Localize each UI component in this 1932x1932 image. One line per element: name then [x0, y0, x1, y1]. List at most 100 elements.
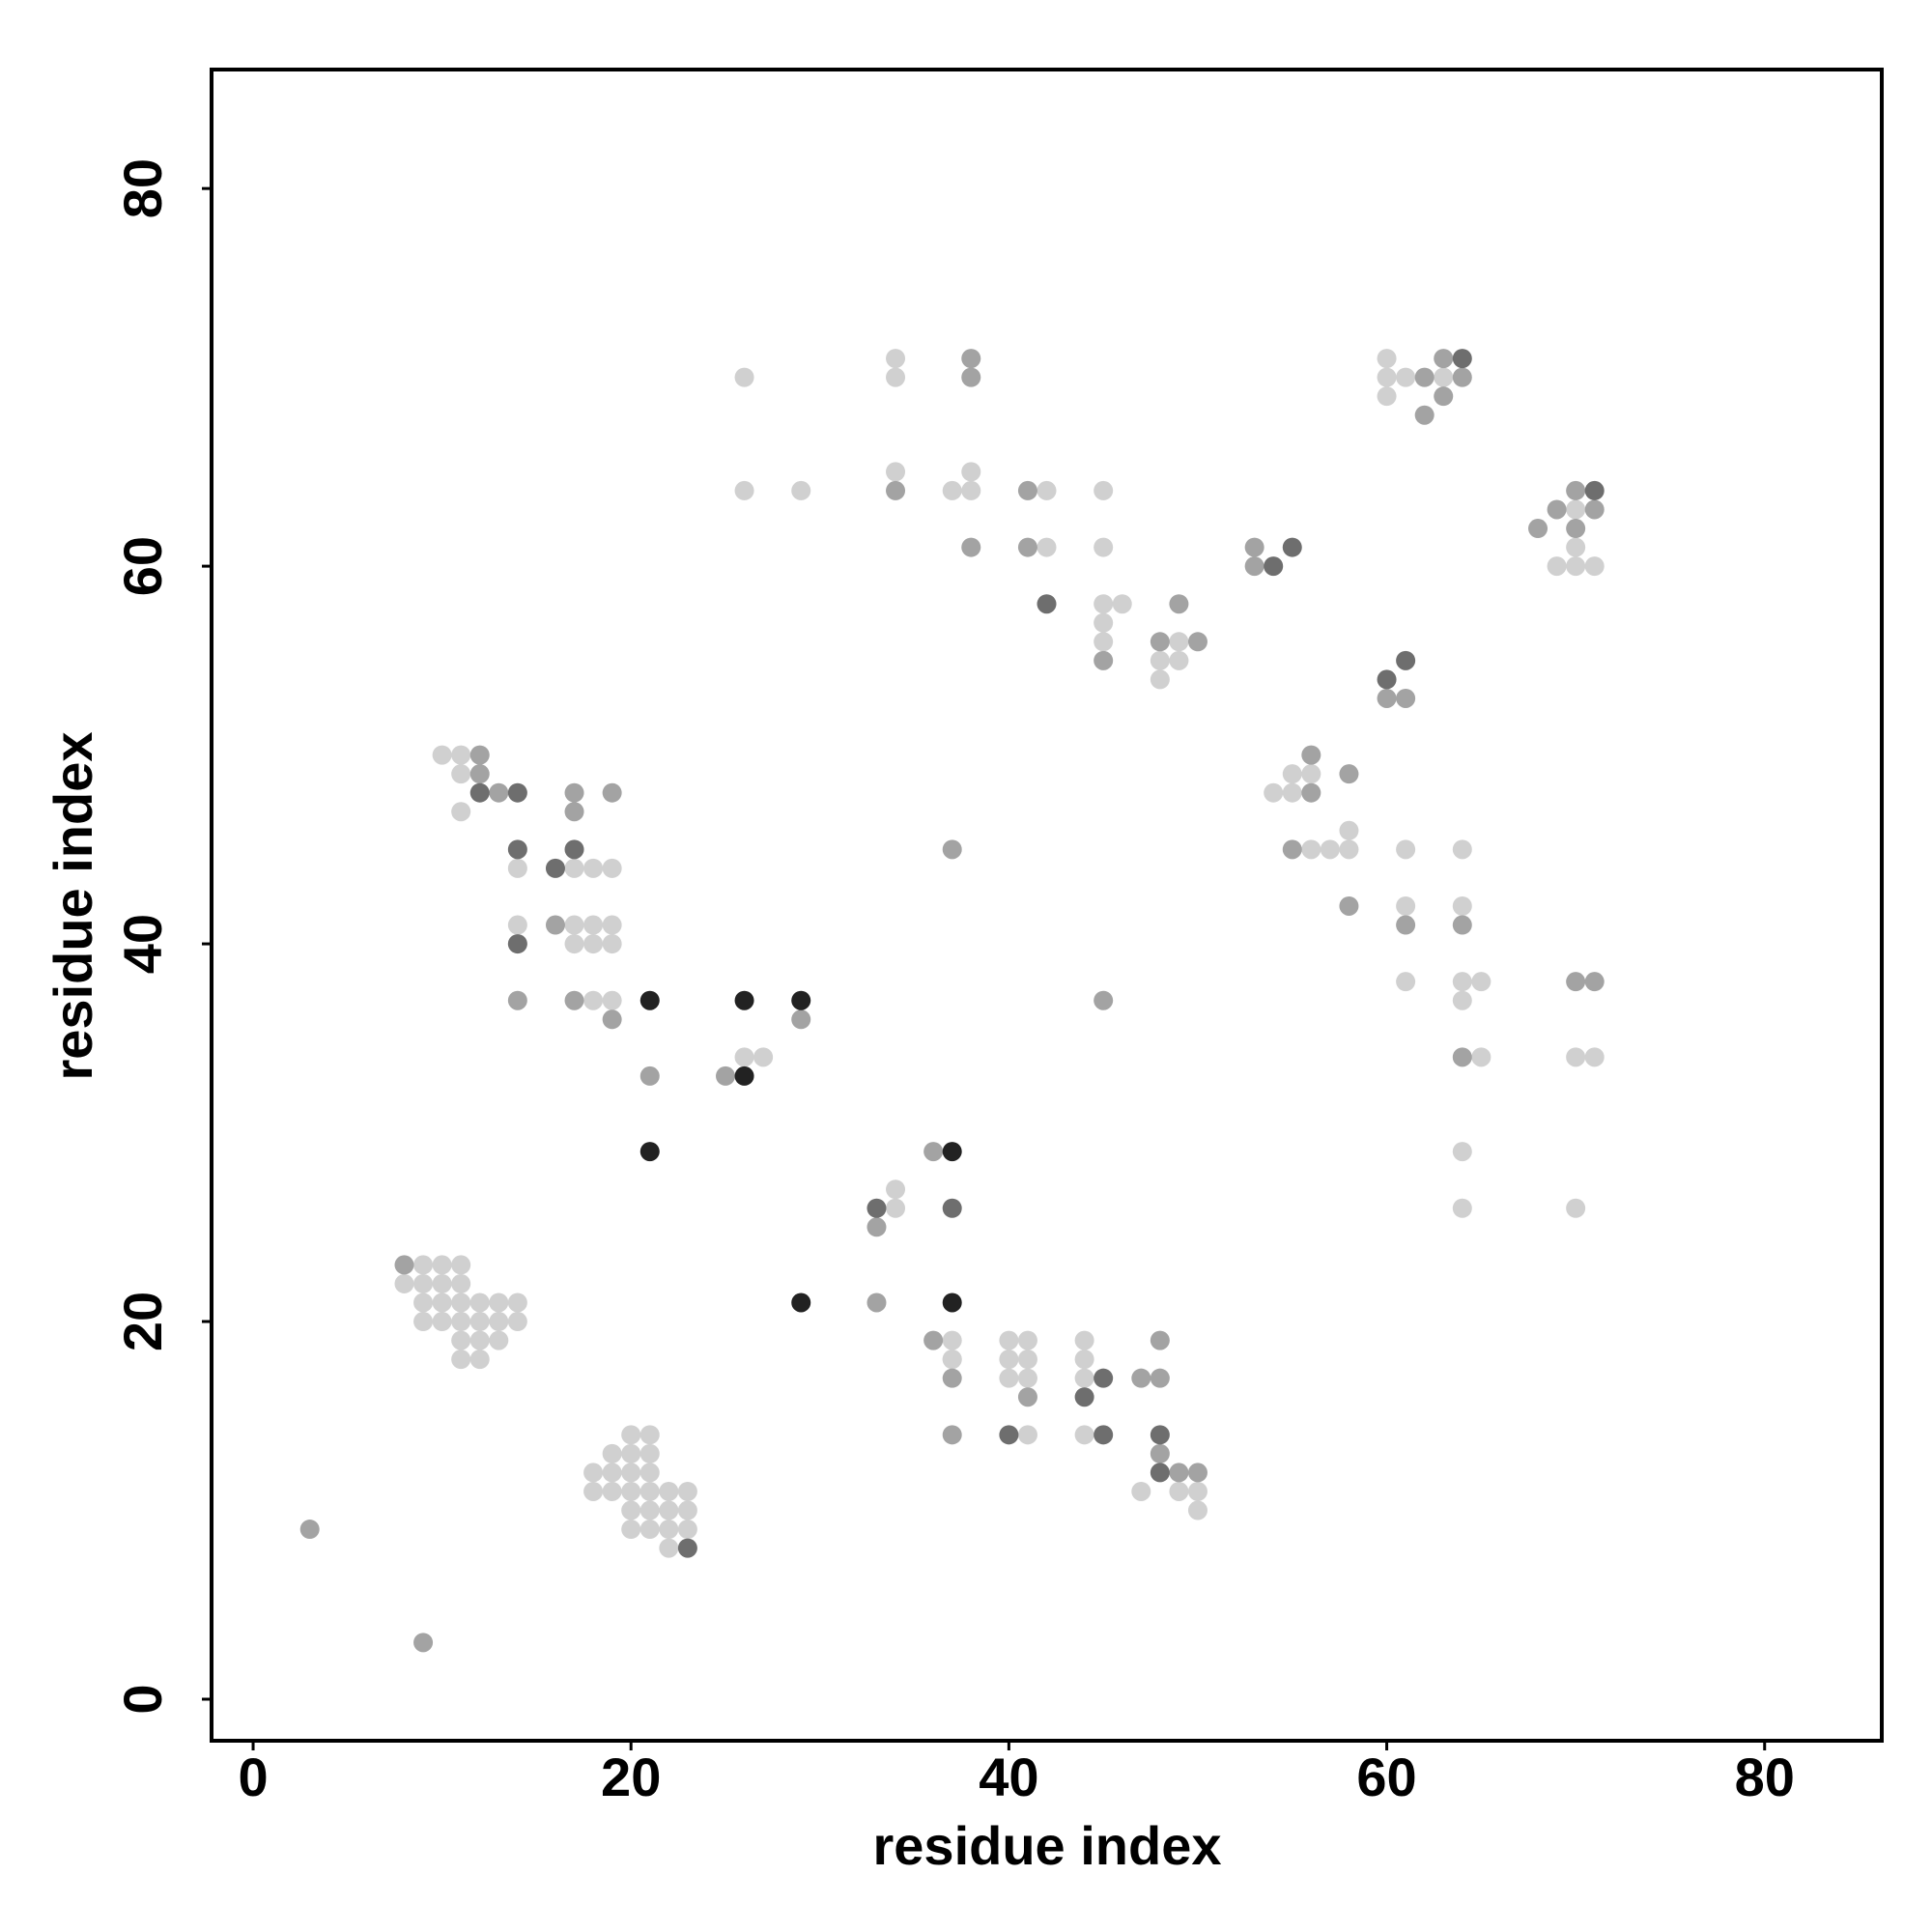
- point: [1414, 367, 1435, 387]
- point: [677, 1500, 697, 1520]
- point: [791, 1293, 811, 1313]
- point: [1377, 688, 1397, 708]
- point: [1169, 1463, 1189, 1483]
- point: [923, 1330, 944, 1350]
- point: [1547, 499, 1567, 520]
- point: [602, 1443, 622, 1463]
- point: [299, 1520, 320, 1540]
- point: [507, 839, 527, 860]
- y-tick-label: 20: [112, 1292, 173, 1351]
- point: [451, 1255, 471, 1275]
- point: [1584, 556, 1605, 577]
- point: [1452, 1142, 1472, 1162]
- point: [564, 802, 584, 822]
- point: [507, 934, 527, 954]
- point: [507, 1293, 527, 1313]
- point: [1377, 386, 1397, 407]
- point: [1112, 594, 1132, 614]
- point: [451, 764, 471, 784]
- point: [867, 1217, 887, 1237]
- point: [677, 1481, 697, 1501]
- plot-frame: [210, 68, 1884, 1743]
- point: [489, 1293, 509, 1313]
- point: [791, 480, 811, 500]
- point: [1452, 367, 1472, 387]
- point: [942, 1330, 962, 1350]
- point: [432, 1255, 452, 1275]
- point: [564, 990, 584, 1010]
- point: [1017, 1330, 1037, 1350]
- x-axis-title: residue index: [872, 1815, 1221, 1876]
- point: [1150, 669, 1170, 690]
- point: [1074, 1330, 1094, 1350]
- point: [583, 1463, 604, 1483]
- point: [1339, 895, 1359, 916]
- point: [1396, 972, 1416, 992]
- point: [1566, 972, 1586, 992]
- point: [1169, 594, 1189, 614]
- point: [489, 1312, 509, 1332]
- point: [942, 480, 962, 500]
- point: [734, 990, 754, 1010]
- y-tick-label: 40: [112, 914, 173, 974]
- point: [791, 1009, 811, 1030]
- point: [1169, 650, 1189, 670]
- point: [999, 1350, 1019, 1370]
- point: [923, 1142, 944, 1162]
- point: [1301, 782, 1321, 803]
- point: [1584, 499, 1605, 520]
- point: [489, 1330, 509, 1350]
- point: [1150, 1330, 1170, 1350]
- point: [886, 462, 906, 482]
- point: [1584, 1047, 1605, 1067]
- point: [1584, 480, 1605, 500]
- point: [677, 1538, 697, 1558]
- point: [961, 462, 981, 482]
- point: [394, 1255, 414, 1275]
- point: [602, 934, 622, 954]
- point: [639, 1481, 660, 1501]
- point: [1434, 367, 1454, 387]
- point: [639, 990, 660, 1010]
- point: [867, 1198, 887, 1218]
- point: [734, 1047, 754, 1067]
- point: [507, 1312, 527, 1332]
- point: [1094, 594, 1114, 614]
- point: [469, 1330, 490, 1350]
- point: [1150, 1425, 1170, 1445]
- point: [639, 1142, 660, 1162]
- point: [583, 990, 604, 1010]
- point: [1377, 367, 1397, 387]
- point: [1377, 669, 1397, 690]
- point: [1434, 349, 1454, 369]
- point: [1566, 480, 1586, 500]
- point: [1301, 764, 1321, 784]
- point: [1566, 499, 1586, 520]
- x-tick-label: 60: [1356, 1747, 1416, 1807]
- point: [1037, 480, 1057, 500]
- point: [602, 782, 622, 803]
- point: [451, 1273, 471, 1293]
- point: [507, 990, 527, 1010]
- point: [621, 1443, 641, 1463]
- point: [1396, 895, 1416, 916]
- point: [602, 858, 622, 878]
- point: [1131, 1481, 1151, 1501]
- point: [1244, 537, 1264, 557]
- point: [1037, 537, 1057, 557]
- point: [469, 782, 490, 803]
- x-tick-label: 0: [238, 1747, 268, 1807]
- point: [753, 1047, 774, 1067]
- point: [507, 858, 527, 878]
- point: [413, 1293, 434, 1313]
- point: [1094, 612, 1114, 633]
- point: [1150, 1443, 1170, 1463]
- point: [1017, 537, 1037, 557]
- point: [1434, 386, 1454, 407]
- point: [432, 745, 452, 765]
- point: [1187, 1463, 1208, 1483]
- point: [564, 915, 584, 935]
- point: [1566, 556, 1586, 577]
- point: [1471, 972, 1492, 992]
